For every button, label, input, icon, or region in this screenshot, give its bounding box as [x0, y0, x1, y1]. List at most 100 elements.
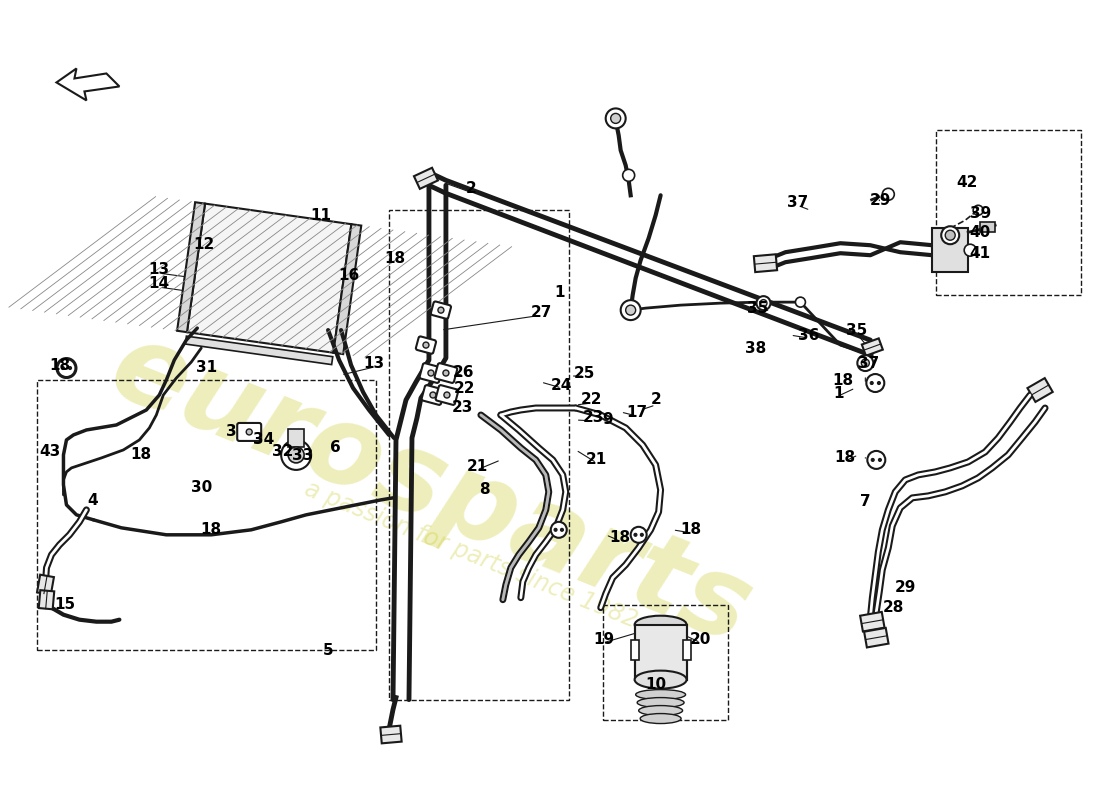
Text: 28: 28 [882, 600, 904, 615]
Text: 2: 2 [465, 181, 476, 196]
Text: 23: 23 [583, 410, 604, 426]
Text: 13: 13 [363, 355, 385, 370]
Text: 18: 18 [835, 450, 856, 466]
Text: 16: 16 [339, 268, 360, 282]
Text: 39: 39 [969, 206, 991, 221]
Text: 29: 29 [894, 580, 916, 595]
Text: 29: 29 [870, 193, 891, 208]
Circle shape [68, 366, 72, 370]
Ellipse shape [635, 670, 686, 689]
Bar [683, 640, 691, 660]
Bar [187, 204, 351, 353]
Circle shape [626, 305, 636, 315]
Text: 6: 6 [330, 441, 341, 455]
Circle shape [634, 534, 637, 536]
Text: 36: 36 [798, 327, 820, 342]
Circle shape [871, 458, 874, 462]
Text: eurosparts: eurosparts [96, 313, 767, 667]
Circle shape [56, 358, 76, 378]
Circle shape [878, 382, 880, 385]
Text: 35: 35 [846, 322, 867, 338]
Text: 18: 18 [131, 447, 152, 462]
Circle shape [430, 392, 436, 398]
Text: 8: 8 [480, 482, 491, 498]
Ellipse shape [639, 706, 683, 715]
Text: 33: 33 [293, 449, 314, 463]
Text: 27: 27 [531, 305, 552, 320]
Text: 41: 41 [969, 246, 991, 261]
FancyBboxPatch shape [238, 423, 261, 441]
Bar [865, 628, 889, 647]
Text: 14: 14 [148, 276, 169, 290]
Text: 1: 1 [833, 386, 844, 401]
Text: 25: 25 [574, 366, 595, 381]
Text: 10: 10 [645, 677, 667, 692]
Bar [980, 222, 996, 232]
Text: 23: 23 [452, 401, 474, 415]
Text: 11: 11 [310, 208, 331, 222]
Ellipse shape [636, 690, 685, 699]
Text: 24: 24 [551, 378, 572, 393]
Text: 43: 43 [39, 445, 60, 459]
Circle shape [623, 170, 635, 182]
Text: 18: 18 [200, 522, 222, 538]
Text: 13: 13 [148, 262, 169, 277]
Text: 18: 18 [48, 358, 70, 373]
Ellipse shape [637, 698, 684, 707]
Text: 18: 18 [680, 522, 701, 538]
Circle shape [288, 447, 304, 463]
Circle shape [443, 370, 449, 376]
Text: 32: 32 [273, 445, 294, 459]
Circle shape [942, 226, 959, 244]
Circle shape [554, 528, 557, 531]
Text: 15: 15 [54, 598, 75, 612]
Text: 37: 37 [786, 194, 808, 210]
Text: 21: 21 [586, 453, 607, 467]
Text: 7: 7 [860, 494, 870, 510]
Bar [37, 574, 54, 595]
Bar [414, 168, 438, 189]
Circle shape [606, 109, 626, 128]
Circle shape [57, 359, 76, 377]
Circle shape [870, 382, 873, 385]
Bar [635, 625, 686, 680]
Text: 1: 1 [554, 285, 565, 300]
Circle shape [610, 114, 620, 123]
Text: 38: 38 [745, 341, 766, 355]
Text: 26: 26 [453, 365, 474, 379]
Circle shape [424, 342, 429, 348]
Bar [1027, 378, 1053, 402]
Circle shape [861, 359, 869, 367]
Circle shape [561, 528, 563, 531]
Circle shape [882, 188, 894, 200]
Circle shape [757, 296, 770, 310]
Circle shape [620, 300, 640, 320]
Circle shape [965, 244, 976, 256]
Bar [288, 429, 304, 447]
Bar [754, 254, 777, 272]
Bar [333, 224, 361, 354]
Circle shape [867, 451, 886, 469]
Text: 3: 3 [226, 425, 236, 439]
Bar [860, 612, 884, 631]
Text: 31: 31 [196, 359, 217, 374]
Text: 20: 20 [690, 632, 712, 647]
Circle shape [795, 297, 805, 307]
Circle shape [551, 522, 566, 538]
Circle shape [867, 374, 884, 392]
Text: 18: 18 [384, 250, 406, 266]
Ellipse shape [640, 714, 681, 723]
Text: 37: 37 [858, 355, 879, 370]
Circle shape [428, 370, 433, 376]
Bar [932, 228, 968, 272]
Text: 17: 17 [626, 406, 647, 421]
Bar [603, 605, 727, 719]
Circle shape [282, 440, 311, 470]
Text: a passion for parts since 1982: a passion for parts since 1982 [301, 477, 641, 633]
Bar [177, 202, 205, 332]
Text: 30: 30 [190, 480, 212, 495]
FancyBboxPatch shape [436, 385, 459, 405]
FancyBboxPatch shape [434, 363, 458, 383]
Text: 2: 2 [650, 393, 661, 407]
Text: 42: 42 [957, 175, 978, 190]
